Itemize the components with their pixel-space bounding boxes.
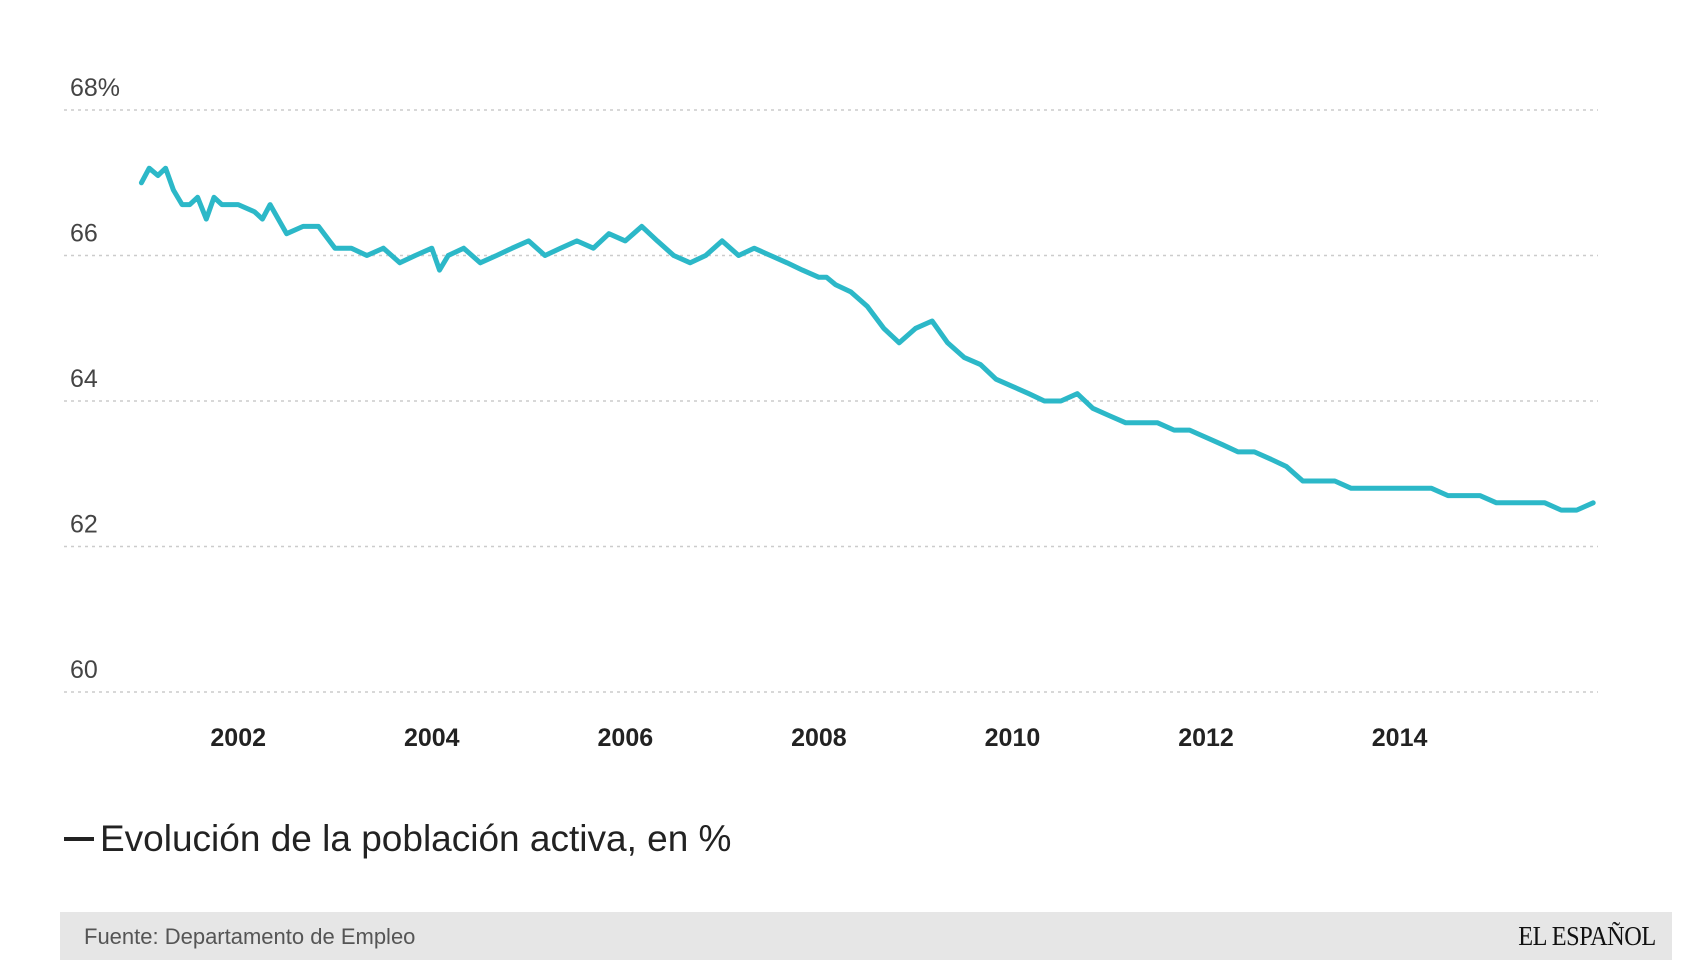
- y-tick-label: 66: [70, 220, 98, 248]
- y-tick-label: 68%: [70, 74, 120, 102]
- series-line: [138, 165, 1596, 513]
- y-axis-ticks: 68% 66 64 62 60: [70, 74, 120, 684]
- y-tick-label: 60: [70, 656, 98, 684]
- footer-bar: Fuente: Departamento de Empleo EL ESPAÑO…: [60, 912, 1672, 960]
- gridlines: [64, 109, 1598, 693]
- legend: Evolución de la población activa, en %: [64, 818, 731, 860]
- y-tick-label: 64: [70, 365, 98, 393]
- legend-swatch: [64, 837, 94, 842]
- brand-logo: EL ESPAÑOL: [1518, 921, 1656, 951]
- x-tick-label: 2008: [791, 724, 847, 752]
- x-axis-ticks: 2002 2004 2006 2008 2010 2012 2014: [210, 724, 1427, 752]
- y-tick-label: 62: [70, 511, 98, 539]
- x-tick-label: 2012: [1178, 724, 1234, 752]
- x-tick-label: 2004: [404, 724, 460, 752]
- x-tick-label: 2010: [985, 724, 1041, 752]
- legend-label: Evolución de la población activa, en %: [100, 818, 732, 859]
- x-tick-label: 2006: [598, 724, 654, 752]
- x-tick-label: 2014: [1372, 724, 1428, 752]
- source-note: Fuente: Departamento de Empleo: [84, 924, 416, 949]
- series-layer: [138, 165, 1596, 513]
- x-tick-label: 2002: [210, 724, 266, 752]
